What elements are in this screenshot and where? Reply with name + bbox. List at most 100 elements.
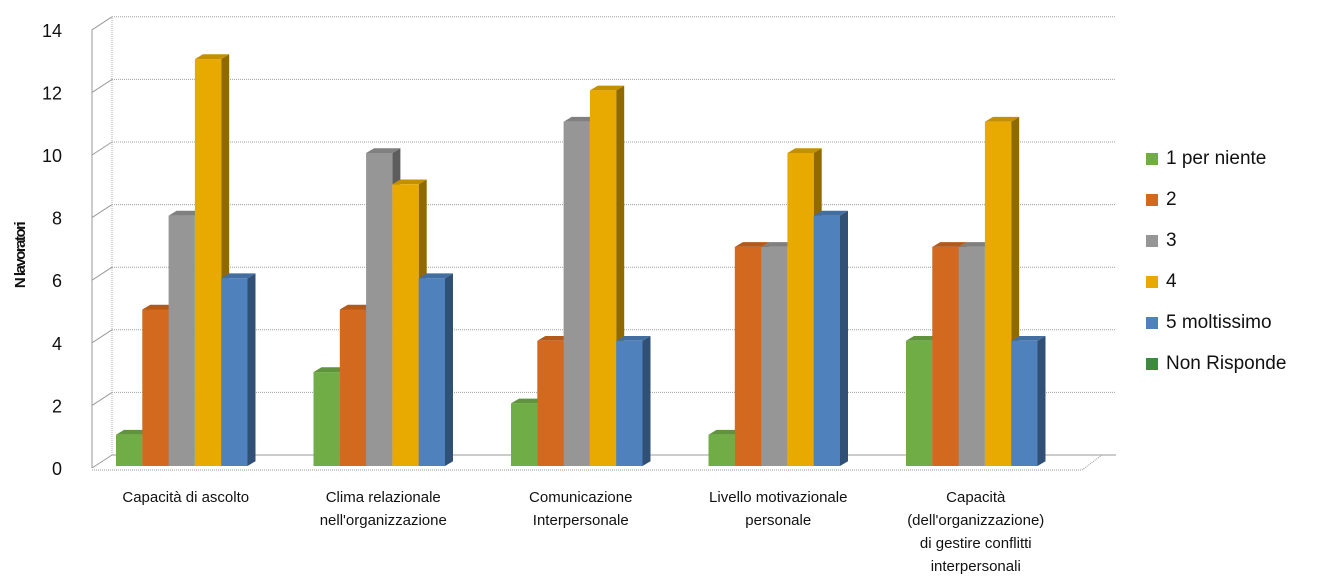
x-category-label-line: Clima relazionale bbox=[325, 489, 441, 506]
legend-item: 5 moltissimo bbox=[1146, 302, 1286, 343]
legend-swatch bbox=[1146, 152, 1158, 165]
y-tick-label: 14 bbox=[42, 21, 62, 41]
gridline-depth bbox=[91, 329, 113, 344]
gridline-depth bbox=[91, 141, 113, 156]
bar-top bbox=[194, 54, 230, 60]
x-category-label: Clima relazionale nell'organizzazione bbox=[293, 486, 473, 532]
bar-top bbox=[313, 367, 348, 373]
bar bbox=[1011, 340, 1038, 466]
gridline-depth bbox=[91, 454, 113, 469]
x-category-label: Capacità (dell'organizzazione) di gestire … bbox=[886, 486, 1066, 578]
x-category-label: Capacità di ascolto bbox=[96, 486, 276, 509]
bar-side bbox=[840, 210, 848, 466]
x-category-label-line: Comunicazione bbox=[529, 489, 633, 506]
x-category-label-line: interpersonali bbox=[930, 558, 1021, 575]
bar-top bbox=[984, 116, 1020, 122]
bar-top bbox=[366, 148, 401, 153]
bar bbox=[958, 246, 985, 466]
bar-top bbox=[563, 116, 598, 122]
legend: 1 per niente 2 3 4 5 moltissimo Non Risponde bbox=[1146, 138, 1286, 384]
y-tick-label: 6 bbox=[52, 271, 62, 291]
bar-top bbox=[813, 210, 848, 216]
legend-label: 4 bbox=[1166, 270, 1177, 292]
x-category-label-line: Capacità di ascolto bbox=[122, 489, 250, 506]
gridline-depth bbox=[91, 78, 113, 93]
bar-top bbox=[906, 336, 941, 341]
floor-right-edge bbox=[1081, 454, 1103, 471]
bar-top bbox=[932, 242, 967, 247]
gridline-depth bbox=[91, 391, 113, 406]
y-tick-label: 2 bbox=[52, 396, 62, 416]
bar bbox=[761, 246, 788, 466]
bar bbox=[339, 309, 367, 466]
bar-top bbox=[589, 85, 625, 91]
bar bbox=[221, 278, 248, 466]
y-tick-label: 0 bbox=[52, 459, 62, 479]
bar-top bbox=[761, 242, 796, 247]
legend-swatch bbox=[1146, 357, 1158, 370]
bar bbox=[589, 90, 617, 467]
bar-top bbox=[221, 273, 256, 279]
legend-label: Non Risponde bbox=[1166, 352, 1287, 374]
legend-label: 5 moltissimo bbox=[1166, 311, 1272, 333]
legend-item: 2 bbox=[1146, 179, 1286, 220]
bar bbox=[392, 184, 419, 467]
bar-side bbox=[445, 273, 453, 466]
bar-top bbox=[116, 429, 151, 435]
x-category-label-line: di gestire conflitti bbox=[919, 535, 1032, 552]
bar-top bbox=[958, 242, 993, 247]
bar bbox=[418, 278, 445, 466]
bar bbox=[366, 153, 393, 466]
x-category-label-line: Capacità bbox=[946, 489, 1006, 506]
bar bbox=[511, 403, 538, 466]
bar bbox=[194, 59, 222, 466]
legend-item: 1 per niente bbox=[1146, 138, 1286, 179]
bar-top bbox=[1011, 336, 1046, 341]
bar-top bbox=[392, 179, 427, 185]
bar-side bbox=[247, 273, 256, 466]
x-category-label-line: Livello motivazionale bbox=[709, 489, 848, 506]
gridline-depth bbox=[91, 16, 113, 31]
bar bbox=[142, 309, 169, 466]
bar bbox=[563, 121, 590, 466]
bar-top bbox=[339, 304, 375, 310]
legend-label: 2 bbox=[1166, 188, 1177, 210]
bar-side bbox=[1037, 336, 1046, 466]
legend-swatch bbox=[1146, 234, 1158, 247]
y-tick-label: 4 bbox=[52, 334, 62, 354]
legend-swatch bbox=[1146, 193, 1158, 206]
bar-top bbox=[616, 336, 651, 341]
bar bbox=[313, 372, 340, 466]
bar bbox=[734, 246, 762, 466]
x-category-label-line: Interpersonale bbox=[532, 512, 629, 529]
x-category-label-line: (dell'organizzazione) bbox=[907, 512, 1045, 529]
bar bbox=[932, 246, 959, 466]
y-tick-label: 10 bbox=[42, 146, 62, 166]
bar bbox=[116, 434, 143, 466]
gridline-depth bbox=[91, 266, 113, 281]
bar-top bbox=[787, 148, 822, 153]
bar-top bbox=[734, 242, 770, 247]
bar-top bbox=[537, 336, 572, 341]
legend-item: 4 bbox=[1146, 261, 1286, 302]
x-category-label-line: nell'organizzazione bbox=[319, 512, 447, 529]
x-category-label: Comunicazione Interpersonale bbox=[491, 486, 671, 532]
bar-top bbox=[418, 273, 453, 279]
bar bbox=[906, 340, 933, 466]
legend-swatch bbox=[1146, 316, 1158, 329]
x-category-label-line: personale bbox=[745, 512, 812, 529]
bar bbox=[813, 215, 840, 466]
legend-swatch bbox=[1146, 275, 1158, 288]
bar bbox=[168, 215, 195, 466]
bar bbox=[537, 340, 564, 466]
x-category-label: Livello motivazionale personale bbox=[688, 486, 868, 532]
bar-top bbox=[511, 398, 546, 404]
bar-top bbox=[142, 304, 177, 310]
gridline-depth bbox=[91, 204, 113, 219]
y-axis-title: N lavoratori bbox=[6, 175, 36, 335]
legend-label: 3 bbox=[1166, 229, 1177, 251]
bar-top bbox=[708, 429, 743, 435]
legend-label: 1 per niente bbox=[1166, 147, 1267, 169]
y-tick-label: 12 bbox=[42, 83, 62, 103]
bar bbox=[787, 153, 814, 466]
